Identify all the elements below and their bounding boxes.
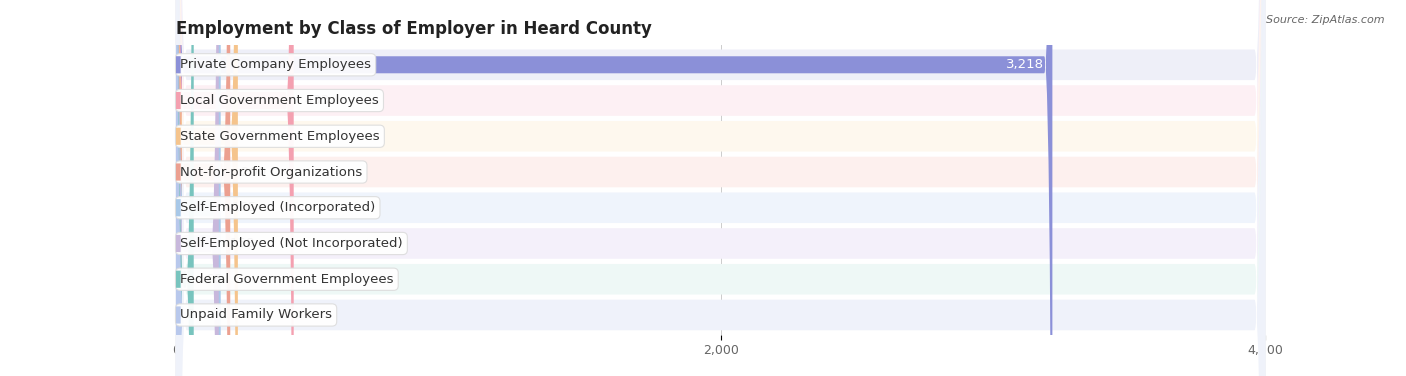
FancyBboxPatch shape: [176, 0, 1052, 376]
FancyBboxPatch shape: [176, 56, 180, 73]
Text: 2: 2: [187, 308, 195, 321]
FancyBboxPatch shape: [176, 164, 180, 180]
Text: 433: 433: [305, 94, 330, 107]
FancyBboxPatch shape: [176, 92, 180, 109]
FancyBboxPatch shape: [176, 0, 231, 376]
Text: 165: 165: [232, 201, 257, 214]
FancyBboxPatch shape: [176, 271, 180, 288]
Text: 200: 200: [242, 165, 266, 179]
Text: Source: ZipAtlas.com: Source: ZipAtlas.com: [1267, 15, 1385, 25]
FancyBboxPatch shape: [176, 306, 180, 324]
FancyBboxPatch shape: [176, 0, 194, 376]
FancyBboxPatch shape: [176, 0, 1265, 376]
Text: Self-Employed (Not Incorporated): Self-Employed (Not Incorporated): [180, 237, 402, 250]
Text: Local Government Employees: Local Government Employees: [180, 94, 378, 107]
FancyBboxPatch shape: [176, 199, 180, 216]
FancyBboxPatch shape: [176, 0, 221, 376]
FancyBboxPatch shape: [169, 0, 184, 376]
Text: 66: 66: [205, 273, 221, 286]
FancyBboxPatch shape: [176, 235, 180, 252]
FancyBboxPatch shape: [176, 0, 238, 376]
FancyBboxPatch shape: [176, 0, 1265, 376]
FancyBboxPatch shape: [176, 0, 294, 376]
Text: Federal Government Employees: Federal Government Employees: [180, 273, 394, 286]
Text: Private Company Employees: Private Company Employees: [180, 58, 371, 71]
Text: State Government Employees: State Government Employees: [180, 130, 380, 143]
FancyBboxPatch shape: [176, 0, 1265, 376]
Text: Employment by Class of Employer in Heard County: Employment by Class of Employer in Heard…: [176, 20, 651, 38]
FancyBboxPatch shape: [176, 0, 1265, 376]
Text: 3,218: 3,218: [1007, 58, 1045, 71]
Text: Self-Employed (Incorporated): Self-Employed (Incorporated): [180, 201, 375, 214]
Text: 158: 158: [229, 237, 254, 250]
FancyBboxPatch shape: [176, 128, 180, 145]
Text: Unpaid Family Workers: Unpaid Family Workers: [180, 308, 332, 321]
FancyBboxPatch shape: [176, 0, 1265, 376]
FancyBboxPatch shape: [176, 0, 1265, 376]
FancyBboxPatch shape: [176, 0, 219, 376]
Text: 228: 228: [249, 130, 274, 143]
FancyBboxPatch shape: [176, 0, 1265, 376]
Text: Not-for-profit Organizations: Not-for-profit Organizations: [180, 165, 363, 179]
FancyBboxPatch shape: [176, 0, 1265, 376]
